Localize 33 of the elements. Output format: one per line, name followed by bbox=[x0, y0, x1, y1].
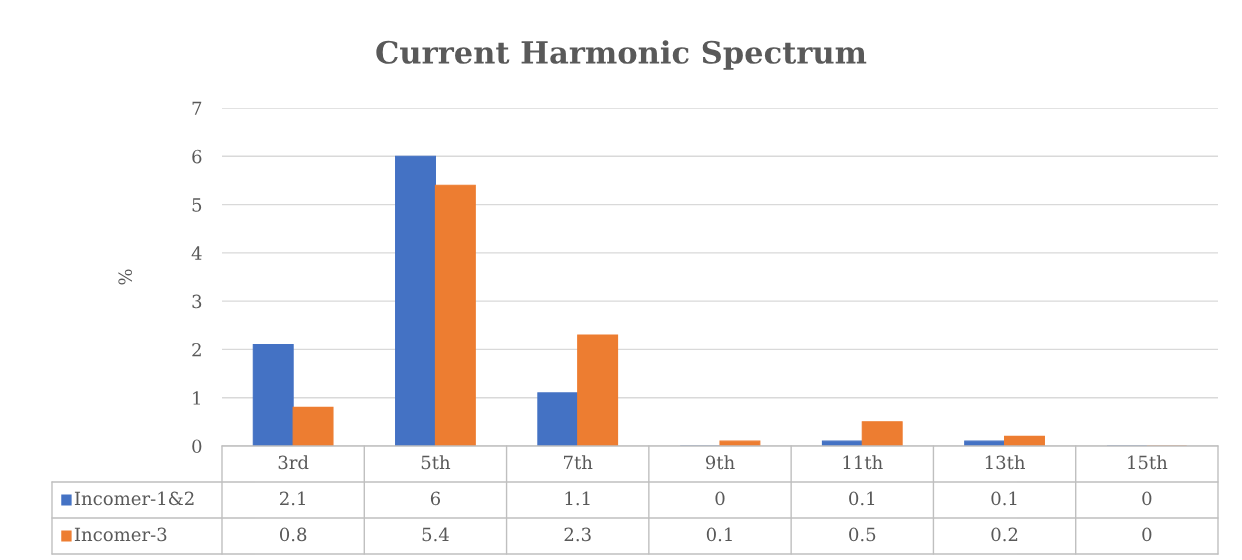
data-label: 1.1 bbox=[565, 491, 590, 506]
x-tick-label: 11th bbox=[843, 455, 883, 470]
data-label: 0.1 bbox=[706, 527, 732, 542]
data-label: 0.1 bbox=[849, 491, 875, 506]
y-axis-title: % bbox=[118, 269, 133, 285]
data-label: 5.4 bbox=[422, 527, 449, 542]
y-tick-label: 1 bbox=[193, 391, 200, 405]
data-label: 0.1 bbox=[991, 491, 1017, 506]
data-label: 0 bbox=[1142, 527, 1152, 542]
y-tick-label: 2 bbox=[192, 342, 201, 357]
x-tick-label: 9th bbox=[705, 455, 735, 470]
x-tick-label: 7th bbox=[564, 455, 593, 470]
y-tick-label: 6 bbox=[192, 149, 202, 164]
y-tick-label: 7 bbox=[192, 101, 202, 115]
chart-title: Current Harmonic Spectrum bbox=[376, 40, 867, 70]
x-tick-label: 5th bbox=[421, 455, 451, 470]
x-tick-label: 3rd bbox=[278, 455, 309, 470]
y-tick-label: 3 bbox=[192, 294, 202, 309]
data-label: 0 bbox=[715, 491, 725, 506]
y-tick-label: 0 bbox=[192, 439, 202, 454]
legend-label: Incomer-3 bbox=[74, 527, 167, 542]
y-tick-label: 4 bbox=[191, 246, 202, 260]
data-label: 2.1 bbox=[280, 491, 305, 506]
data-label: 0.8 bbox=[279, 527, 307, 542]
x-tick-label: 13th bbox=[985, 455, 1025, 470]
x-tick-label: 15th bbox=[1128, 455, 1168, 470]
y-tick-label: 5 bbox=[192, 198, 202, 212]
data-label: 6 bbox=[430, 491, 441, 506]
legend-label: Incomer-1&2 bbox=[74, 491, 194, 506]
data-label: 0 bbox=[1142, 491, 1152, 506]
data-label: 2.3 bbox=[564, 527, 591, 542]
data-label: 0.2 bbox=[991, 527, 1018, 542]
data-label: 0.5 bbox=[849, 527, 876, 542]
